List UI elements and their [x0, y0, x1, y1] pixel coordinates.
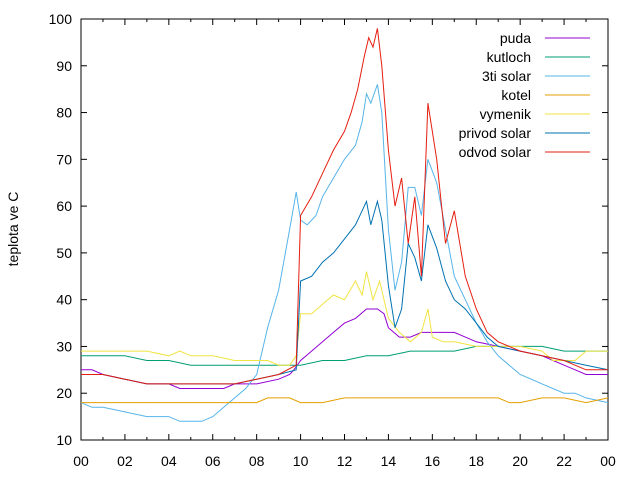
x-tick-label: 00 — [73, 453, 89, 469]
legend-label: puda — [500, 30, 531, 46]
series-line-kotel — [81, 397, 609, 404]
x-tick-label: 20 — [512, 453, 528, 469]
x-tick-label: 06 — [205, 453, 221, 469]
series-line-privod-solar — [81, 199, 609, 385]
x-tick-label: 00 — [600, 453, 616, 469]
y-tick-label: 50 — [56, 245, 72, 261]
series-line-vymenik — [81, 271, 608, 366]
legend: puda kutloch 3ti solar kotel vymenik privod s… — [459, 30, 590, 160]
legend-label: 3ti solar — [482, 68, 531, 84]
x-tick-label: 22 — [556, 453, 572, 469]
series-line-kutloch — [81, 345, 608, 366]
y-tick-label: 40 — [56, 292, 72, 308]
axis-ticks: 10 20 30 40 50 60 70 80 90 100 00 02 04 06 08 10 12 14 16 1… — [49, 11, 616, 469]
y-tick-label: 20 — [56, 385, 72, 401]
y-tick-label: 100 — [49, 11, 73, 27]
y-tick-label: 30 — [56, 338, 72, 354]
series-lines — [80, 28, 609, 422]
y-tick-label: 10 — [56, 432, 72, 448]
y-tick-label: 60 — [56, 198, 72, 214]
x-tick-label: 16 — [425, 453, 441, 469]
x-tick-label: 18 — [468, 453, 484, 469]
x-tick-label: 08 — [249, 453, 265, 469]
x-tick-label: 04 — [161, 453, 177, 469]
x-tick-label: 14 — [381, 453, 397, 469]
series-line-odvod-solar — [81, 28, 608, 385]
legend-label: kutloch — [487, 49, 531, 65]
y-tick-label: 70 — [56, 151, 72, 167]
legend-label: privod solar — [459, 125, 532, 141]
x-tick-label: 12 — [337, 453, 353, 469]
y-axis-title: teplota ve C — [5, 192, 21, 267]
x-tick-label: 02 — [117, 453, 133, 469]
legend-label: kotel — [501, 87, 531, 103]
series-line-3ti-solar — [80, 84, 609, 422]
y-tick-label: 90 — [56, 58, 72, 74]
x-tick-label: 10 — [293, 453, 309, 469]
legend-label: vymenik — [480, 106, 532, 122]
legend-label: odvod solar — [459, 144, 532, 160]
y-tick-label: 80 — [56, 105, 72, 121]
